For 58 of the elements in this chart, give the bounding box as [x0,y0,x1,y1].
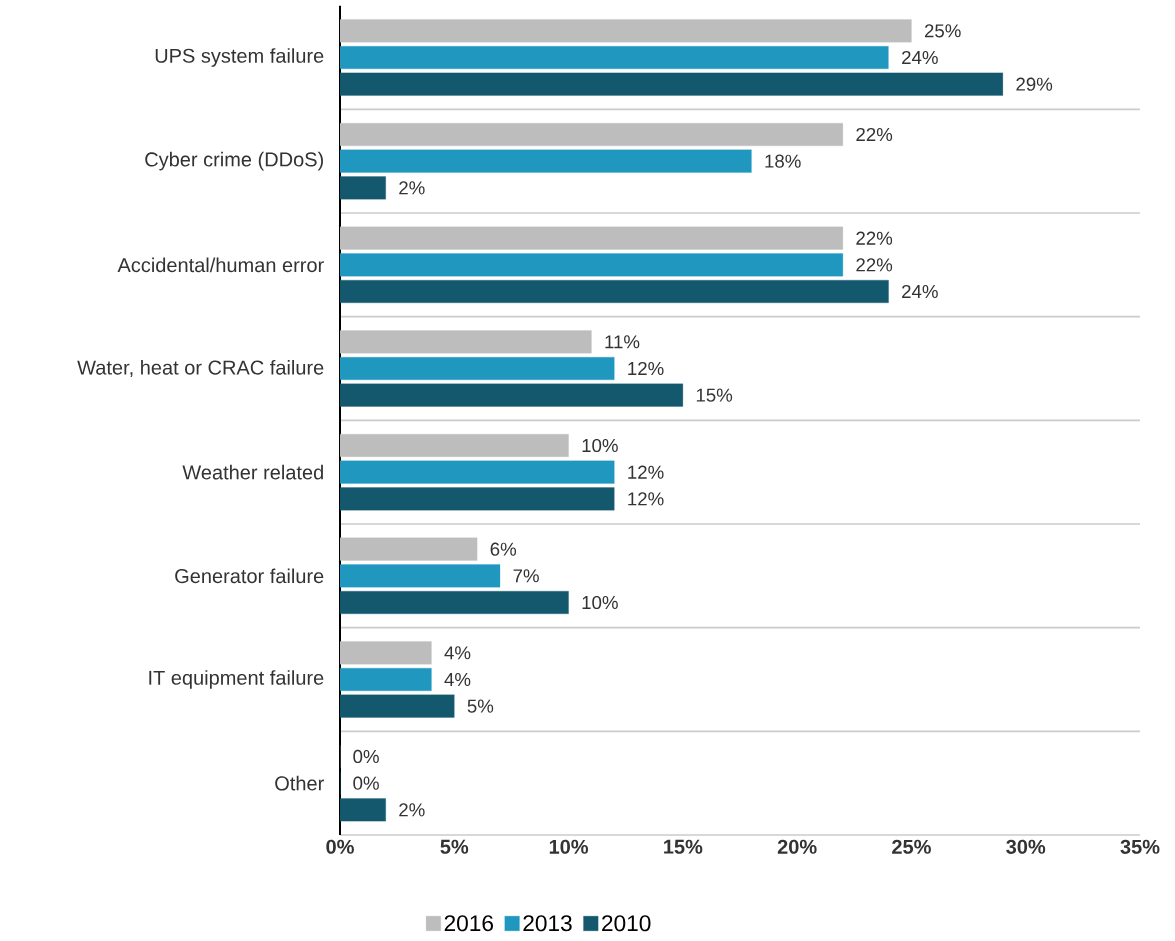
x-tick-label: 15% [664,839,703,854]
x-tick-label: 30% [1006,839,1046,854]
data-label: 6% [490,542,517,556]
data-label: 22% [856,231,893,245]
data-label: 7% [513,569,539,583]
y-tick-label: Accidental/human error [117,257,324,273]
x-tick-label: 20% [777,839,817,854]
x-tick-label: 10% [549,839,589,854]
bar [340,19,912,43]
data-label: 12% [628,465,664,479]
y-tick-label: Generator failure [175,568,324,584]
y-tick-label: Other [275,775,324,791]
data-label: 25% [924,24,961,38]
data-label: 11% [605,335,640,349]
data-label: 24% [902,50,938,65]
y-tick-label: UPS system failure [155,48,324,67]
data-label: 12% [628,361,664,376]
legend-label: 2010 [602,915,651,932]
y-tick-label: Weather related [182,464,323,480]
data-label: 0% [353,749,379,764]
y-tick-label: IT equipment failure [149,670,324,689]
bar [340,123,843,146]
bar [340,591,569,614]
bar [340,537,478,561]
x-tick-label: 0% [326,839,354,854]
data-label: 10% [582,595,618,610]
data-label: 12% [628,492,664,506]
x-tick-label: 5% [440,839,469,854]
data-label: 2% [399,181,425,195]
bar [340,694,455,718]
bar [340,798,386,822]
x-tick-label: 25% [892,839,931,854]
bar [340,176,386,200]
data-label: 4% [444,672,471,687]
bar [340,434,569,457]
data-label: 24% [902,284,938,299]
data-label: 22% [856,258,893,272]
data-label: 18% [765,154,801,168]
y-tick-label: Water, heat or CRAC failure [77,359,324,378]
data-label: 4% [444,646,471,660]
bar [340,72,1003,96]
x-tick-label: 35% [1120,839,1160,854]
data-label: 22% [856,127,893,142]
data-label: 5% [467,699,494,713]
data-label: 10% [582,438,618,453]
bar [340,330,592,354]
bar [340,280,889,303]
bar [340,383,683,407]
legend-label: 2013 [523,915,572,932]
bar [340,226,843,250]
y-tick-label: Cyber crime (DDoS) [145,151,323,171]
legend-label: 2016 [444,915,493,932]
data-label: 15% [696,388,733,402]
data-label: 0% [353,776,379,790]
data-label: 29% [1016,77,1053,91]
bar [340,641,432,665]
data-label: 2% [399,803,425,817]
bar [340,487,615,511]
